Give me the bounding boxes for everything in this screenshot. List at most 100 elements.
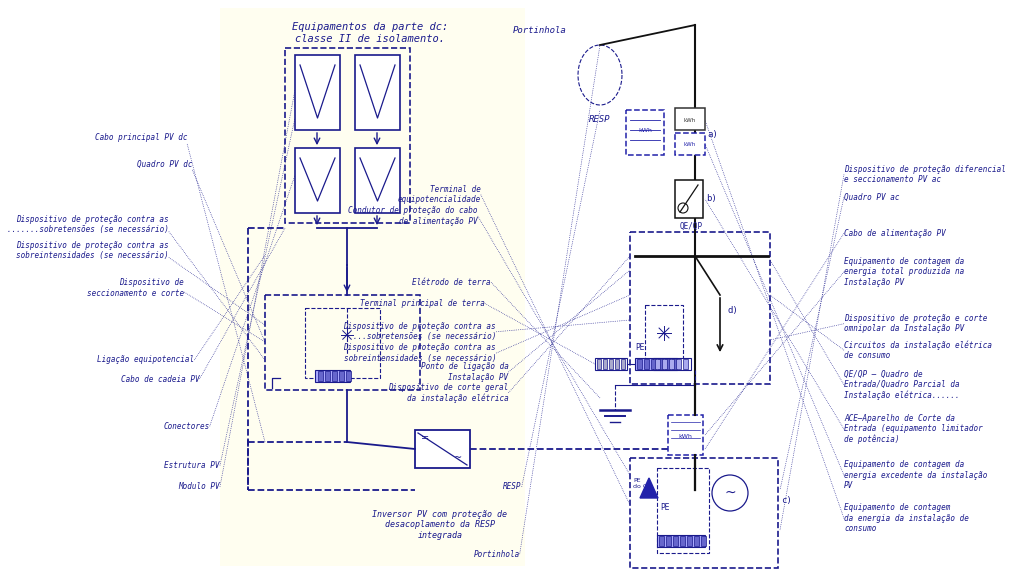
Bar [355,55,400,130]
Text: Portinhola: Portinhola [474,550,520,559]
Text: Equipamento de contagem da
energia total produzida na
Instalação PV: Equipamento de contagem da energia total… [844,257,965,287]
Text: Equipamentos da parte dc:
classe II de isolamento.: Equipamentos da parte dc: classe II de i… [292,22,448,44]
Bar [655,359,660,369]
Bar [637,359,642,369]
Bar [675,180,703,218]
Bar [666,536,671,546]
Text: Circuitos da instalação elétrica
de consumo: Circuitos da instalação elétrica de cons… [844,340,992,360]
Bar [325,371,330,381]
Bar [657,468,709,553]
Text: Ligação equipotencial: Ligação equipotencial [97,355,194,365]
Text: RESP: RESP [503,482,522,491]
Bar [644,359,649,369]
Bar [675,108,705,130]
Text: Conectores: Conectores [164,422,210,431]
Bar [305,308,380,378]
Text: Quadro PV ac: Quadro PV ac [844,192,899,202]
Bar [603,359,607,369]
Text: Dispositivo de proteção e corte
omnipolar da Instalação PV: Dispositivo de proteção e corte omnipola… [844,314,987,334]
Bar [653,358,691,370]
Bar [332,371,337,381]
Text: PE: PE [660,503,669,513]
Bar [687,536,692,546]
Text: d): d) [728,305,739,314]
Text: =: = [420,433,429,443]
Text: Dispositivo de proteção diferencial
e seccionamento PV ac: Dispositivo de proteção diferencial e se… [844,165,1006,184]
Bar [346,371,351,381]
Text: Equipamento de contagem
da energia da instalação de
consumo: Equipamento de contagem da energia da in… [844,503,969,533]
Text: kWh: kWh [683,118,696,123]
Bar [415,430,470,468]
Bar [701,536,706,546]
Text: ACE–Aparelho de Corte da
Entrada (equipamento limitador
de potência): ACE–Aparelho de Corte da Entrada (equipa… [844,414,983,444]
Bar [635,358,677,370]
Bar [662,359,667,369]
Bar [285,48,410,223]
Bar [676,359,681,369]
Bar [339,371,344,381]
Text: RESP: RESP [589,115,611,124]
Text: Dispositivo de corte geral
da instalação elétrica: Dispositivo de corte geral da instalação… [388,383,508,403]
Text: PE
do QE: PE do QE [633,478,652,489]
Bar [651,359,656,369]
Text: Condutor de proteção do cabo
de alimentação PV: Condutor de proteção do cabo de alimenta… [348,206,478,226]
Text: kWh: kWh [683,142,696,147]
Bar [355,148,400,213]
Bar [630,458,779,568]
Bar [683,359,688,369]
Text: Dispositivo de proteção contra as
sobreintensidades (se necessário): Dispositivo de proteção contra as sobrei… [16,241,169,260]
Bar [295,148,340,213]
Polygon shape [640,478,658,498]
Text: Equipamento de contagem da
energia excedente da instalação
PV: Equipamento de contagem da energia exced… [844,460,987,490]
Text: QE/QP: QE/QP [680,222,703,231]
Text: Quadro PV dc: Quadro PV dc [137,160,192,169]
Text: QE/QP – Quadro de
Entrada/Quadro Parcial da
Instalação elétrica......: QE/QP – Quadro de Entrada/Quadro Parcial… [844,370,960,400]
Bar [680,536,685,546]
Text: Terminal principal de terra: Terminal principal de terra [360,299,485,308]
Text: Cabo de alimentação PV: Cabo de alimentação PV [844,229,945,238]
Text: Terminal de
equipotencialidade: Terminal de equipotencialidade [398,185,481,204]
Bar [657,535,705,547]
Text: Dispositivo de proteção contra as
...sobretensões (se necessário): Dispositivo de proteção contra as ...sob… [344,322,496,342]
Bar [673,536,678,546]
Text: b): b) [706,195,717,203]
Text: c): c) [781,495,792,505]
Text: Modulo PV: Modulo PV [178,482,220,491]
Bar [315,370,350,382]
Text: a): a) [707,131,718,139]
Text: kWh: kWh [678,434,692,438]
Bar [659,536,664,546]
Text: Dispositivo de proteção contra as
.......sobretensões (se necessário): Dispositivo de proteção contra as ......… [7,215,169,234]
Bar [318,371,323,381]
Bar [265,295,420,390]
Bar [295,55,340,130]
Text: Inversor PV com proteção de
desacoplamento da RESP
integrada: Inversor PV com proteção de desacoplamen… [372,510,507,540]
Bar [644,305,683,360]
Bar [597,359,601,369]
Text: Ponto de ligação da
Instalação PV: Ponto de ligação da Instalação PV [420,362,508,382]
Bar [621,359,625,369]
Bar [630,232,770,384]
Text: Dispositivo de
seccionamento e corte: Dispositivo de seccionamento e corte [87,278,184,298]
Text: kWh: kWh [638,127,652,132]
Text: Estrutura PV: Estrutura PV [165,461,220,470]
Bar [615,359,619,369]
Bar [220,8,525,566]
Text: ~: ~ [454,453,462,463]
Bar [668,415,703,455]
Bar [658,359,663,369]
Text: Cabo principal PV dc: Cabo principal PV dc [95,132,187,142]
Text: Elétrodo de terra: Elétrodo de terra [412,278,491,287]
Text: Dispositivo de proteção contra as
sobreintensidades (se necessário): Dispositivo de proteção contra as sobrei… [344,343,496,363]
Bar [669,359,674,369]
Bar [665,359,670,369]
Text: Portinhola: Portinhola [514,26,567,35]
Bar [675,133,705,155]
Bar [626,110,664,155]
Bar [694,536,699,546]
Text: Cabo de cadeia PV: Cabo de cadeia PV [121,374,199,384]
Text: ~: ~ [724,486,736,500]
Bar [609,359,613,369]
Bar [672,359,677,369]
Bar [595,358,627,370]
